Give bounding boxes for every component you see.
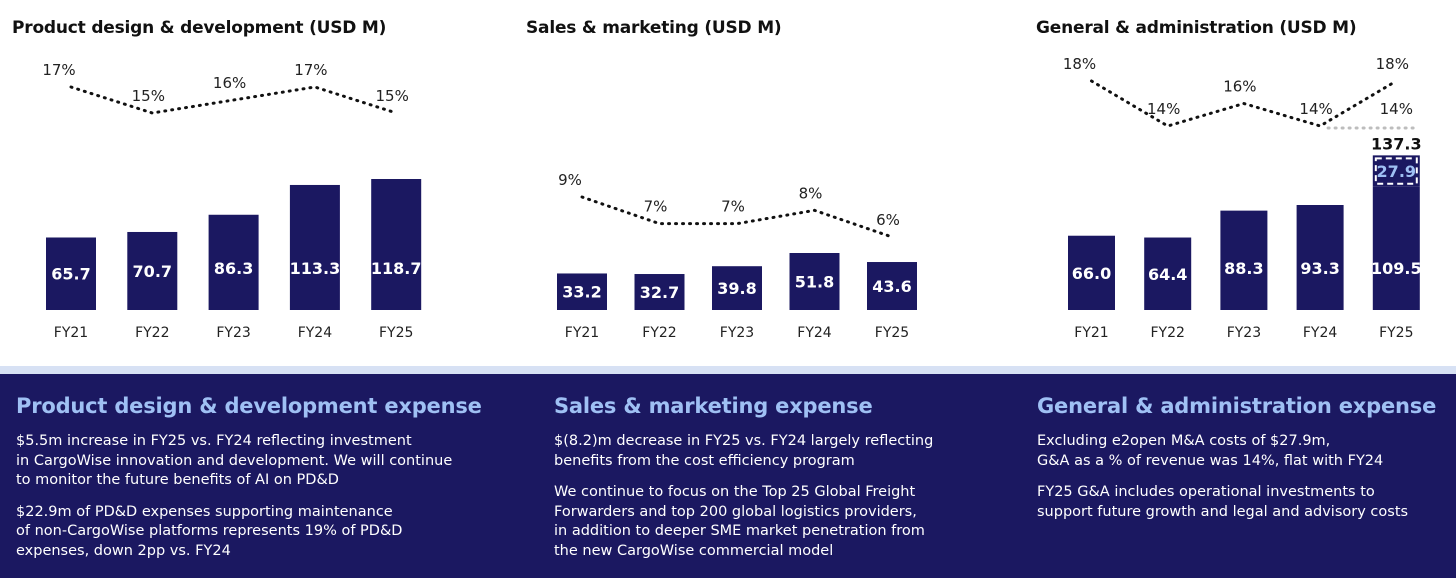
bar-value-label: 109.5: [1371, 259, 1422, 278]
chart-title-sm: Sales & marketing (USD M): [526, 18, 782, 38]
footer-title-sm: Sales & marketing expense: [554, 394, 873, 418]
bar-value-label: 32.7: [640, 283, 679, 302]
pct-label: 15%: [376, 87, 409, 105]
bar-value-label: 39.8: [717, 279, 756, 298]
pct-of-revenue-line: [580, 195, 894, 239]
pct-label: 18%: [1063, 55, 1096, 73]
x-tick-label: FY25: [379, 325, 413, 341]
x-tick-label: FY21: [1074, 325, 1108, 341]
bar-value-label: 51.8: [795, 273, 834, 292]
bar-fy23: [1220, 210, 1268, 310]
bar-value-label: 86.3: [214, 259, 253, 278]
x-tick-label: FY22: [642, 325, 676, 341]
footer-panel: Product design & development expense $5.…: [0, 374, 1456, 578]
bar-fy23: [208, 214, 259, 310]
pct-label: 17%: [42, 61, 75, 79]
pct-label: 7%: [644, 198, 668, 216]
pct-label: 18%: [1376, 55, 1409, 73]
x-tick-label: FY24: [797, 325, 832, 341]
x-tick-label: FY25: [875, 325, 909, 341]
footer-text-ga-1: Excluding e2open M&A costs of $27.9m, G&…: [1037, 433, 1384, 469]
chart-title-pdd: Product design & development (USD M): [12, 18, 387, 38]
bar-fy24: [289, 184, 340, 310]
chart-sm: 33.2 FY21 32.7 FY22 39.8 FY23 51.8 FY24 43.6 FY25…: [557, 171, 917, 341]
bar-fy25: [867, 262, 917, 310]
footer-text-pdd-1: $5.5m increase in FY25 vs. FY24 reflecti…: [16, 433, 453, 488]
bar-fy24: [789, 253, 840, 310]
pct-label: 6%: [876, 211, 900, 229]
footer-col-sm: Sales & marketing expense $(8.2)m decrea…: [554, 394, 1014, 573]
pct-label: 16%: [1223, 78, 1256, 96]
footer-text-pdd-2: $22.9m of PD&D expenses supporting maint…: [16, 503, 403, 559]
bar-segment-ma-costs: [1372, 155, 1420, 187]
bar-value-label: 70.7: [133, 262, 172, 281]
bar-fy21: [1068, 235, 1115, 310]
footer-col-pdd: Product design & development expense $5.…: [16, 394, 516, 573]
pct-of-revenue-line: [1090, 79, 1398, 128]
pct-label: 17%: [294, 61, 327, 79]
bar-fy22: [634, 274, 685, 310]
bar-fy22: [1144, 237, 1192, 310]
pct-label: 14%: [1147, 100, 1180, 118]
footer-text-sm-1: $(8.2)m decrease in FY25 vs. FY24 largel…: [554, 433, 934, 469]
pct-of-revenue-line: [69, 85, 398, 115]
bar-value-label: 64.4: [1148, 265, 1187, 284]
pct-label: 15%: [132, 87, 165, 105]
x-tick-label: FY24: [1303, 325, 1338, 341]
bar-value-label: 33.2: [562, 283, 601, 302]
x-tick-label: FY23: [720, 325, 754, 341]
x-tick-label: FY21: [54, 325, 88, 341]
bar-value-label: 88.3: [1224, 259, 1263, 278]
bar-fy24: [1296, 205, 1344, 310]
bar-value-label: 66.0: [1072, 264, 1111, 283]
bar-value-label: 65.7: [51, 265, 90, 284]
bar-fy25: [1372, 186, 1420, 310]
x-tick-label: FY23: [1227, 325, 1261, 341]
bar-fy21: [557, 273, 607, 310]
bar-fy23: [712, 266, 762, 310]
bar-fy22: [127, 231, 178, 310]
footer-title-pdd: Product design & development expense: [16, 394, 482, 418]
divider-band: [0, 366, 1456, 374]
bar-total-label: 137.3: [1371, 134, 1422, 153]
x-tick-label: FY22: [135, 325, 169, 341]
pct-label: 14%: [1299, 100, 1332, 118]
footer-text-sm-2: We continue to focus on the Top 25 Globa…: [554, 484, 925, 559]
bar-fy21: [46, 237, 96, 310]
x-tick-label: FY21: [565, 325, 599, 341]
x-tick-label: FY22: [1150, 325, 1184, 341]
bar-segment-value-label: 27.9: [1377, 162, 1416, 181]
bar-value-label: 113.3: [290, 259, 341, 278]
x-tick-label: FY24: [298, 325, 333, 341]
pct-label: 16%: [213, 74, 246, 92]
bar-value-label: 43.6: [872, 277, 911, 296]
footer-text-ga-2: FY25 G&A includes operational investment…: [1037, 484, 1409, 520]
bar-value-label: 118.7: [371, 259, 422, 278]
chart-ga: 66.0 FY21 64.4 FY22 88.3 FY23 93.3 FY24 109.5 FY2…: [1063, 55, 1422, 341]
pct-label: 9%: [558, 171, 582, 189]
pct-excl-ma-label: 14%: [1380, 100, 1413, 118]
bar-segment-dashed-outline: [1374, 157, 1418, 185]
chart-pdd: 65.7 FY21 70.7 FY22 86.3 FY23 113.3 FY24 118.7 FY…: [42, 61, 422, 341]
x-tick-label: FY25: [1379, 325, 1413, 341]
pct-label: 7%: [721, 198, 745, 216]
chart-title-ga: General & administration (USD M): [1036, 18, 1357, 38]
bar-fy25: [371, 179, 422, 310]
x-tick-label: FY23: [216, 325, 250, 341]
footer-col-ga: General & administration expense Excludi…: [1037, 394, 1449, 534]
pct-label: 8%: [799, 184, 823, 202]
bar-value-label: 93.3: [1300, 259, 1339, 278]
footer-title-ga: General & administration expense: [1037, 394, 1437, 418]
